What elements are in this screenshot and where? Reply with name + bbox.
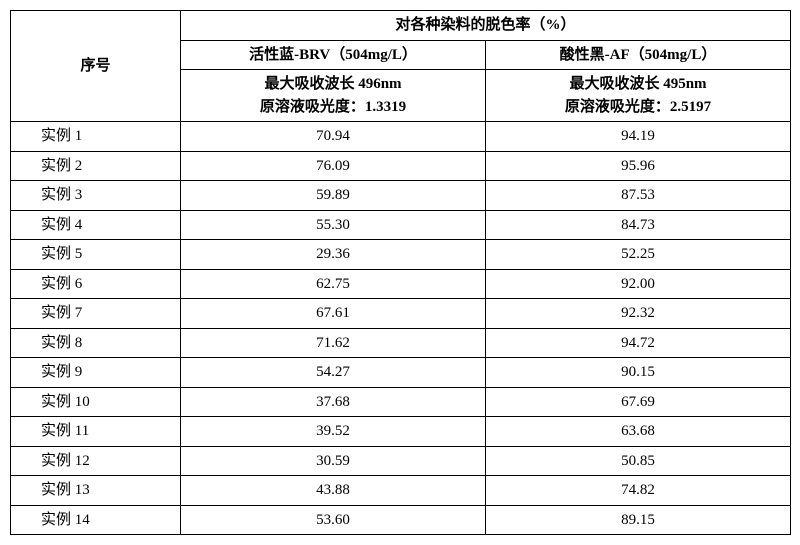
table-body: 实例 170.9494.19实例 276.0995.96实例 359.8987.… <box>11 122 791 535</box>
cell-dye-a-value: 62.75 <box>181 269 486 299</box>
col-subheader-dye-a: 最大吸收波长 496nm 原溶液吸光度：1.3319 <box>181 70 486 122</box>
cell-dye-b-value: 84.73 <box>486 210 791 240</box>
cell-sequence: 实例 3 <box>11 181 181 211</box>
cell-dye-b-value: 92.32 <box>486 299 791 329</box>
table-row: 实例 1453.6089.15 <box>11 505 791 535</box>
cell-dye-a-value: 30.59 <box>181 446 486 476</box>
cell-dye-a-value: 53.60 <box>181 505 486 535</box>
cell-dye-b-value: 92.00 <box>486 269 791 299</box>
col-header-sequence: 序号 <box>11 11 181 122</box>
table-row: 实例 455.3084.73 <box>11 210 791 240</box>
col-subheader-dye-b: 最大吸收波长 495nm 原溶液吸光度：2.5197 <box>486 70 791 122</box>
cell-dye-b-value: 95.96 <box>486 151 791 181</box>
cell-dye-a-value: 43.88 <box>181 476 486 506</box>
col-header-dye-b: 酸性黑-AF（504mg/L） <box>486 40 791 70</box>
dye-a-wavelength: 最大吸收波长 496nm <box>187 73 479 96</box>
table-row: 实例 871.6294.72 <box>11 328 791 358</box>
dye-a-absorbance: 原溶液吸光度：1.3319 <box>187 96 479 119</box>
cell-dye-b-value: 87.53 <box>486 181 791 211</box>
table-header: 序号 对各种染料的脱色率（%） 活性蓝-BRV（504mg/L） 酸性黑-AF（… <box>11 11 791 122</box>
cell-dye-a-value: 70.94 <box>181 122 486 152</box>
cell-dye-a-value: 67.61 <box>181 299 486 329</box>
cell-dye-b-value: 94.19 <box>486 122 791 152</box>
cell-dye-a-value: 37.68 <box>181 387 486 417</box>
cell-sequence: 实例 13 <box>11 476 181 506</box>
dye-b-absorbance: 原溶液吸光度：2.5197 <box>492 96 784 119</box>
table-row: 实例 529.3652.25 <box>11 240 791 270</box>
cell-dye-a-value: 59.89 <box>181 181 486 211</box>
cell-dye-a-value: 54.27 <box>181 358 486 388</box>
cell-sequence: 实例 14 <box>11 505 181 535</box>
cell-sequence: 实例 10 <box>11 387 181 417</box>
cell-dye-b-value: 89.15 <box>486 505 791 535</box>
table-row: 实例 1037.6867.69 <box>11 387 791 417</box>
table-row: 实例 170.9494.19 <box>11 122 791 152</box>
cell-dye-a-value: 29.36 <box>181 240 486 270</box>
cell-dye-a-value: 76.09 <box>181 151 486 181</box>
table-row: 实例 276.0995.96 <box>11 151 791 181</box>
cell-dye-b-value: 74.82 <box>486 476 791 506</box>
cell-sequence: 实例 6 <box>11 269 181 299</box>
cell-dye-b-value: 52.25 <box>486 240 791 270</box>
col-header-dye-a: 活性蓝-BRV（504mg/L） <box>181 40 486 70</box>
col-header-group: 对各种染料的脱色率（%） <box>181 11 791 41</box>
cell-dye-a-value: 55.30 <box>181 210 486 240</box>
cell-sequence: 实例 5 <box>11 240 181 270</box>
cell-sequence: 实例 11 <box>11 417 181 447</box>
table-row: 实例 1230.5950.85 <box>11 446 791 476</box>
table-row: 实例 662.7592.00 <box>11 269 791 299</box>
table-row: 实例 1139.5263.68 <box>11 417 791 447</box>
cell-sequence: 实例 8 <box>11 328 181 358</box>
table-row: 实例 767.6192.32 <box>11 299 791 329</box>
cell-sequence: 实例 7 <box>11 299 181 329</box>
table-row: 实例 359.8987.53 <box>11 181 791 211</box>
cell-sequence: 实例 2 <box>11 151 181 181</box>
cell-sequence: 实例 4 <box>11 210 181 240</box>
decolorization-table: 序号 对各种染料的脱色率（%） 活性蓝-BRV（504mg/L） 酸性黑-AF（… <box>10 10 791 535</box>
cell-dye-b-value: 90.15 <box>486 358 791 388</box>
cell-sequence: 实例 1 <box>11 122 181 152</box>
cell-dye-b-value: 63.68 <box>486 417 791 447</box>
table-row: 实例 1343.8874.82 <box>11 476 791 506</box>
cell-dye-b-value: 50.85 <box>486 446 791 476</box>
cell-dye-b-value: 94.72 <box>486 328 791 358</box>
cell-dye-a-value: 71.62 <box>181 328 486 358</box>
cell-dye-b-value: 67.69 <box>486 387 791 417</box>
cell-sequence: 实例 12 <box>11 446 181 476</box>
dye-b-wavelength: 最大吸收波长 495nm <box>492 73 784 96</box>
cell-dye-a-value: 39.52 <box>181 417 486 447</box>
cell-sequence: 实例 9 <box>11 358 181 388</box>
table-row: 实例 954.2790.15 <box>11 358 791 388</box>
